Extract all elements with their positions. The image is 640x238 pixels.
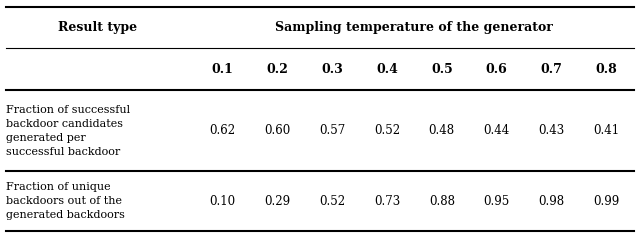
- Text: 0.5: 0.5: [431, 63, 452, 75]
- Text: 0.6: 0.6: [486, 63, 508, 75]
- Text: 0.88: 0.88: [429, 195, 455, 208]
- Text: Fraction of successful
backdoor candidates
generated per
successful backdoor: Fraction of successful backdoor candidat…: [6, 105, 131, 157]
- Text: 0.1: 0.1: [212, 63, 234, 75]
- Text: 0.98: 0.98: [538, 195, 564, 208]
- Text: 0.60: 0.60: [264, 124, 291, 137]
- Text: 0.44: 0.44: [483, 124, 509, 137]
- Text: 0.41: 0.41: [593, 124, 620, 137]
- Text: 0.3: 0.3: [321, 63, 343, 75]
- Text: 0.52: 0.52: [374, 124, 400, 137]
- Text: 0.62: 0.62: [209, 124, 236, 137]
- Text: 0.43: 0.43: [538, 124, 564, 137]
- Text: 0.10: 0.10: [209, 195, 236, 208]
- Text: 0.2: 0.2: [266, 63, 289, 75]
- Text: 0.57: 0.57: [319, 124, 346, 137]
- Text: 0.73: 0.73: [374, 195, 400, 208]
- Text: 0.48: 0.48: [429, 124, 455, 137]
- Text: Sampling temperature of the generator: Sampling temperature of the generator: [275, 21, 554, 34]
- Text: 0.4: 0.4: [376, 63, 398, 75]
- Text: 0.8: 0.8: [595, 63, 617, 75]
- Text: 0.99: 0.99: [593, 195, 620, 208]
- Text: Result type: Result type: [58, 21, 137, 34]
- Text: 0.29: 0.29: [264, 195, 291, 208]
- Text: 0.95: 0.95: [483, 195, 509, 208]
- Text: 0.7: 0.7: [540, 63, 563, 75]
- Text: 0.52: 0.52: [319, 195, 345, 208]
- Text: Fraction of unique
backdoors out of the
generated backdoors: Fraction of unique backdoors out of the …: [6, 182, 125, 220]
